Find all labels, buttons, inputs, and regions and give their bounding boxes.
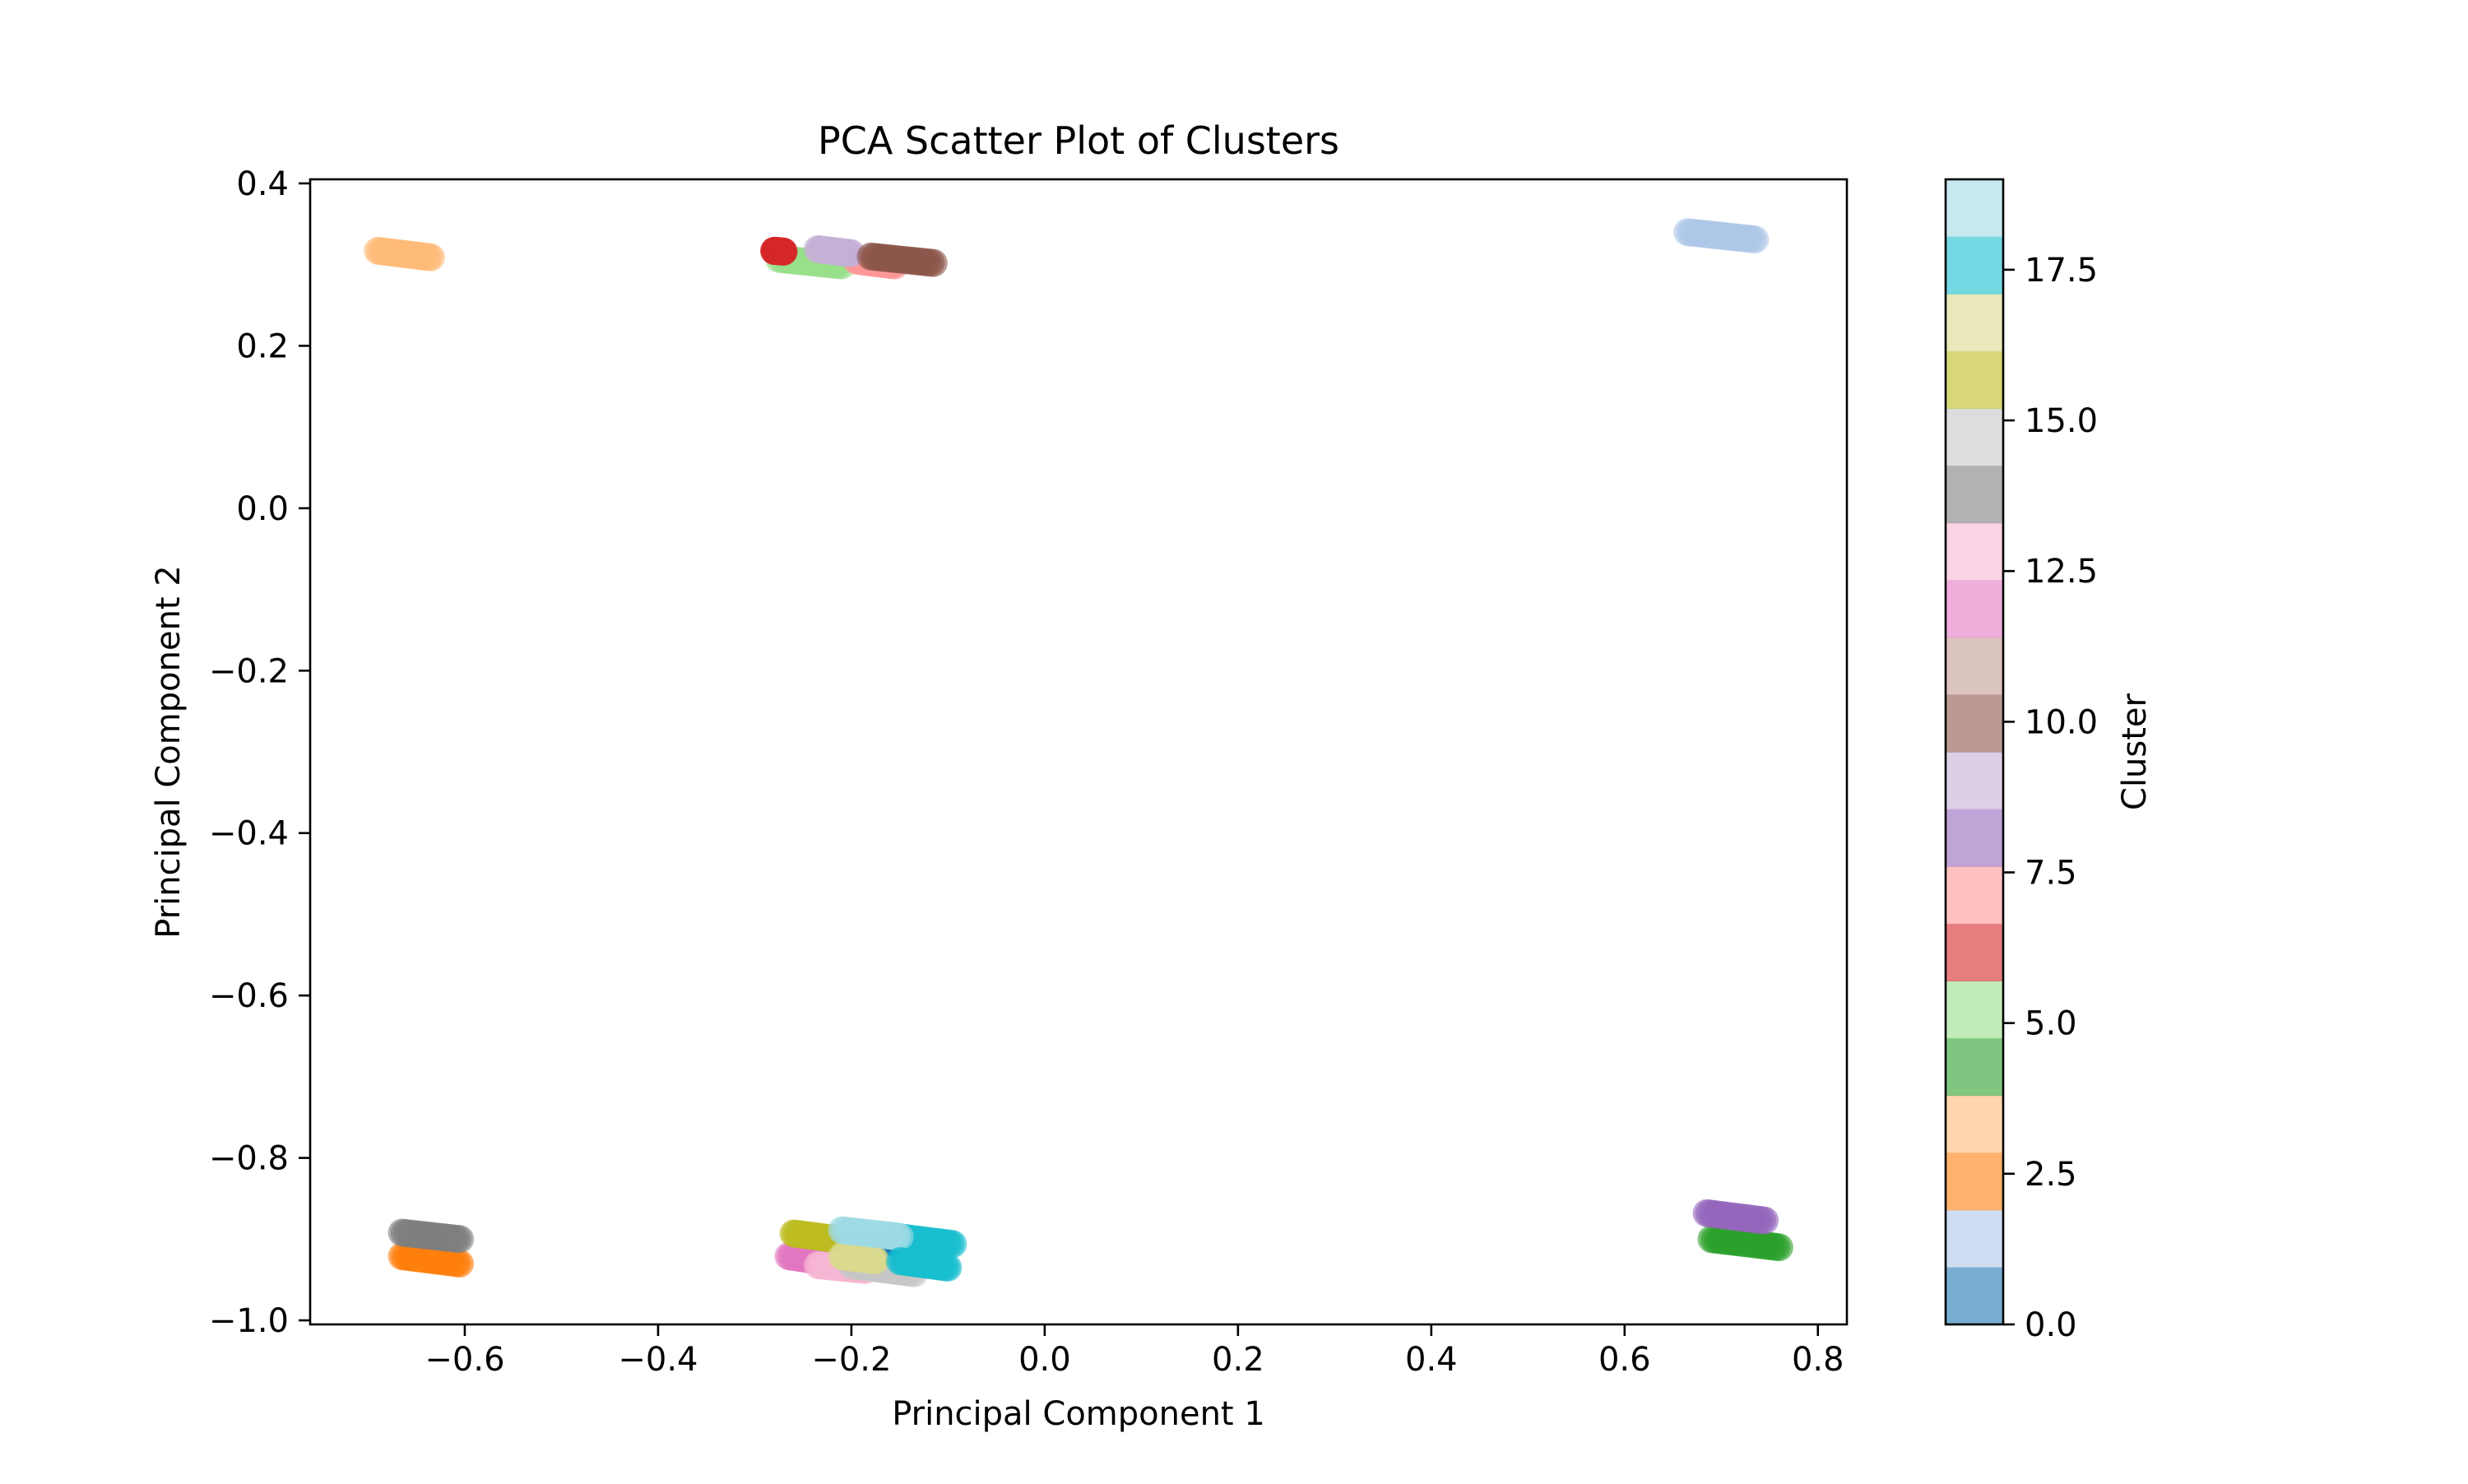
colorbar-band xyxy=(1946,1152,2003,1211)
y-tick-label: 0.0 xyxy=(236,490,289,528)
colorbar-band xyxy=(1946,923,2003,981)
colorbar-band xyxy=(1946,580,2003,638)
data-point xyxy=(416,243,445,271)
colorbar-band xyxy=(1946,694,2003,753)
colorbar-band xyxy=(1946,1209,2003,1268)
x-tick-label: 0.8 xyxy=(1792,1341,1844,1379)
y-tick-label: 0.2 xyxy=(236,327,289,365)
colorbar-band xyxy=(1946,809,2003,867)
colorbar: 0.0 2.5 5.0 7.5 10.0 12.5 15.0 17.5 Cluster xyxy=(1944,178,2154,1344)
x-tick-label: 0.0 xyxy=(1018,1341,1071,1379)
data-point xyxy=(446,1250,475,1278)
data-point xyxy=(1751,1206,1779,1235)
cluster-8-series xyxy=(1692,1199,1779,1235)
scatter-points xyxy=(364,218,1793,1287)
colorbar-tick-label: 7.5 xyxy=(2025,855,2077,893)
colorbar-band xyxy=(1946,1095,2003,1153)
colorbar-band xyxy=(1946,1038,2003,1097)
colorbar-bands xyxy=(1946,179,2003,1325)
y-tick-label: −1.0 xyxy=(209,1302,289,1340)
colorbar-tick-label: 0.0 xyxy=(2025,1306,2077,1344)
data-point xyxy=(934,1253,963,1282)
y-tick-label: −0.8 xyxy=(209,1140,289,1178)
cluster-10-series xyxy=(856,242,948,277)
y-tick-label: −0.2 xyxy=(209,652,289,690)
colorbar-tick-label: 17.5 xyxy=(2025,252,2098,290)
x-tick-label: −0.6 xyxy=(424,1341,504,1379)
chart-title: PCA Scatter Plot of Clusters xyxy=(818,118,1339,163)
colorbar-tick-label: 10.0 xyxy=(2025,703,2098,741)
colorbar-band xyxy=(1946,522,2003,581)
cluster-18-series xyxy=(885,1247,963,1282)
colorbar-band xyxy=(1946,981,2003,1039)
colorbar-band xyxy=(1946,1267,2003,1325)
colorbar-frame xyxy=(1944,178,2005,1326)
cluster-19-series xyxy=(828,1216,914,1251)
x-axis-label: Principal Component 1 xyxy=(892,1395,1265,1433)
data-point xyxy=(885,1222,914,1251)
data-point xyxy=(861,1246,890,1274)
y-axis-label: Principal Component 2 xyxy=(150,565,188,939)
y-tick-label: −0.4 xyxy=(209,815,289,853)
cluster-3-series xyxy=(364,236,445,271)
colorbar-band xyxy=(1946,236,2003,294)
data-point xyxy=(1765,1233,1793,1262)
colorbar-band xyxy=(1946,294,2003,352)
colorbar-band xyxy=(1946,408,2003,466)
colorbar-band xyxy=(1946,752,2003,810)
colorbar-tick-label: 15.0 xyxy=(2025,402,2098,440)
colorbar-band xyxy=(1946,466,2003,524)
axes-frame xyxy=(308,178,1849,1326)
colorbar-tick-label: 2.5 xyxy=(2025,1156,2077,1194)
cluster-4-series xyxy=(1697,1225,1793,1262)
cluster-2-series xyxy=(387,1242,475,1278)
colorbar-band xyxy=(1946,350,2003,409)
plot-area: −0.6 −0.4 −0.2 0.0 0.2 0.4 0.6 0.8 0.40.20.0−0.… xyxy=(209,165,1849,1379)
x-tick-label: 0.2 xyxy=(1212,1341,1264,1379)
colorbar-band xyxy=(1946,637,2003,695)
data-point xyxy=(919,248,948,277)
colorbar-band xyxy=(1946,179,2003,238)
x-tick-label: 0.6 xyxy=(1598,1341,1651,1379)
cluster-17-series xyxy=(828,1242,890,1274)
data-point xyxy=(446,1225,475,1254)
colorbar-band xyxy=(1946,866,2003,925)
y-axis-ticks: 0.4 0.2 0.0 −0.2 −0.4 −0.6 −0.8 −1.0 xyxy=(209,165,310,1340)
x-axis-ticks: −0.6 −0.4 −0.2 0.0 0.2 0.4 0.6 0.8 xyxy=(424,1324,1844,1379)
cluster-14-series xyxy=(387,1218,475,1254)
x-tick-label: 0.4 xyxy=(1405,1341,1458,1379)
data-point xyxy=(769,237,798,266)
x-tick-label: −0.2 xyxy=(811,1341,891,1379)
x-tick-label: −0.4 xyxy=(618,1341,698,1379)
cluster-6-series xyxy=(759,236,798,266)
y-tick-label: −0.6 xyxy=(209,977,289,1015)
cluster-1-series xyxy=(1673,218,1770,254)
colorbar-tick-label: 5.0 xyxy=(2025,1005,2077,1043)
colorbar-ticks: 0.0 2.5 5.0 7.5 10.0 12.5 15.0 17.5 xyxy=(2003,252,2098,1344)
colorbar-label: Cluster xyxy=(2116,693,2154,810)
data-point xyxy=(1741,225,1770,254)
data-point xyxy=(939,1230,967,1259)
colorbar-tick-label: 12.5 xyxy=(2025,553,2098,591)
y-tick-label: 0.4 xyxy=(236,165,289,203)
